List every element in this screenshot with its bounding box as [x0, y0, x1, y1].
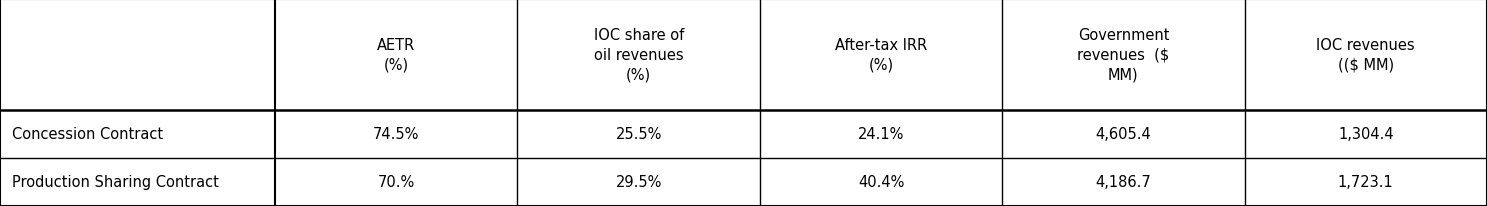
- Text: AETR
(%): AETR (%): [378, 38, 415, 73]
- Text: 70.%: 70.%: [378, 175, 415, 190]
- Text: IOC revenues
(($ MM): IOC revenues (($ MM): [1316, 38, 1416, 73]
- Text: 1,723.1: 1,723.1: [1338, 175, 1393, 190]
- Text: 25.5%: 25.5%: [616, 127, 662, 142]
- Text: 1,304.4: 1,304.4: [1338, 127, 1393, 142]
- Text: 74.5%: 74.5%: [373, 127, 419, 142]
- Text: 4,605.4: 4,605.4: [1096, 127, 1151, 142]
- Text: 4,186.7: 4,186.7: [1096, 175, 1151, 190]
- Text: IOC share of
oil revenues
(%): IOC share of oil revenues (%): [593, 28, 684, 82]
- Text: 40.4%: 40.4%: [858, 175, 904, 190]
- Text: 24.1%: 24.1%: [858, 127, 904, 142]
- Text: Production Sharing Contract: Production Sharing Contract: [12, 175, 219, 190]
- Text: Government
revenues  ($
MM): Government revenues ($ MM): [1077, 28, 1170, 82]
- Text: 29.5%: 29.5%: [616, 175, 662, 190]
- Text: Concession Contract: Concession Contract: [12, 127, 164, 142]
- Text: After-tax IRR
(%): After-tax IRR (%): [834, 38, 928, 73]
